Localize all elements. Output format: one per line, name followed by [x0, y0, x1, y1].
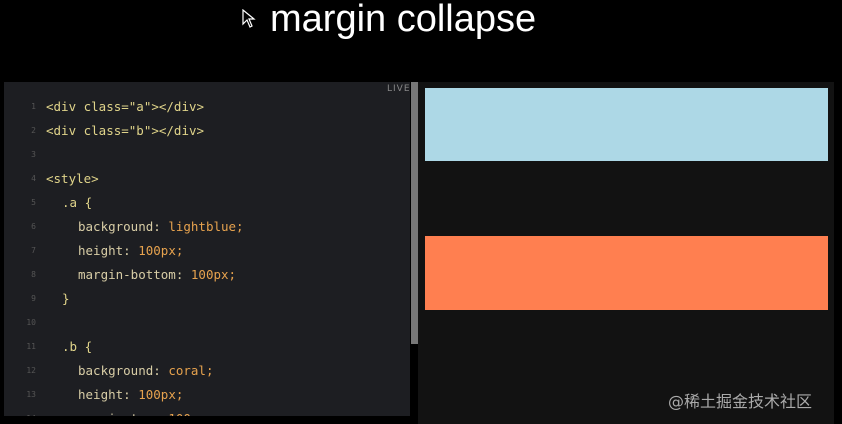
code-text: } [62, 291, 70, 306]
code-content: <div class="a"></div> [46, 99, 205, 114]
code-content: } [62, 291, 70, 306]
code-content: .a { [62, 195, 93, 210]
code-text: margin-bottom: 100px; [78, 267, 236, 282]
scrollbar [411, 82, 418, 344]
line-number: 3 [31, 150, 36, 159]
line-number: 6 [31, 222, 36, 231]
line-number: 2 [31, 126, 36, 135]
code-text: <div class="a"></div> [46, 99, 204, 114]
code-text: .a { [62, 195, 92, 210]
css-value: coral; [168, 363, 214, 378]
line-number: 7 [31, 246, 36, 255]
code-editor: LIVE 1 <div class="a"></div> 2 <div class="… [4, 82, 410, 416]
css-value: 100px; [138, 387, 184, 402]
css-property: margin-top: [78, 411, 161, 416]
code-text: margin-top: 100px; [78, 411, 213, 416]
line-number: 10 [26, 318, 36, 327]
code-content: <div class="b"></div> [46, 123, 205, 138]
css-value: 100px; [190, 267, 237, 282]
line-number: 12 [26, 366, 36, 375]
css-value: 100px; [138, 243, 184, 258]
code-content: <style> [46, 171, 99, 186]
slide-title: margin collapse [270, 0, 537, 40]
line-number: 5 [31, 198, 36, 207]
box-a [425, 88, 828, 161]
line-number: 9 [31, 294, 36, 303]
line-number: 13 [26, 390, 36, 399]
cursor-icon [242, 9, 256, 28]
line-number: 8 [31, 270, 36, 279]
line-number: 1 [31, 102, 36, 111]
code-text: .b { [62, 339, 92, 354]
live-preview [418, 82, 834, 424]
code-text: <style> [46, 171, 99, 186]
line-number: 4 [31, 174, 36, 183]
css-property: margin-bottom: [78, 267, 184, 282]
live-label: LIVE [387, 84, 410, 94]
line-number: 14 [22, 414, 36, 416]
code-text: background: lightblue; [78, 219, 244, 234]
code-text: background: coral; [78, 363, 213, 378]
css-property: background: [78, 219, 161, 234]
css-value: lightblue; [168, 219, 244, 234]
css-value: 100px; [168, 411, 213, 416]
code-text: <div class="b"></div> [46, 123, 204, 138]
css-property: height: [78, 387, 131, 402]
box-b [425, 236, 828, 310]
code-text: height: 100px; [78, 387, 183, 402]
line-number: 11 [26, 342, 36, 351]
css-property: background: [78, 363, 161, 378]
code-content: .b { [62, 339, 93, 354]
watermark: @稀土掘金技术社区 [668, 392, 813, 411]
code-text: height: 100px; [78, 243, 183, 258]
css-property: height: [78, 243, 131, 258]
